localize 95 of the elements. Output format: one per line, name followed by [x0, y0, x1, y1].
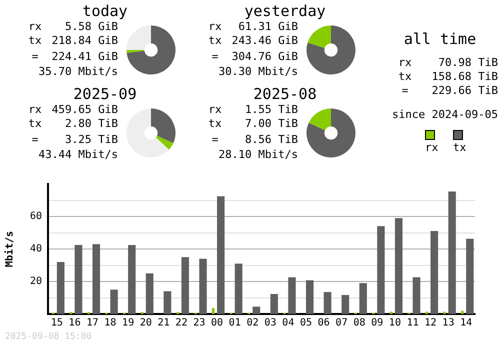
text: since 2024-09-05 — [392, 107, 498, 123]
chart-title: 2025-08 — [252, 85, 318, 103]
bar — [56, 262, 64, 314]
text: = — [30, 48, 40, 64]
legend-label: rx — [425, 140, 439, 154]
bar — [270, 294, 278, 314]
bar — [146, 273, 154, 314]
text: 5.58 GiB — [64, 20, 118, 34]
bar — [234, 264, 242, 314]
x-tick-label: 19 — [122, 318, 134, 329]
bar — [430, 230, 438, 314]
text: tx — [27, 117, 43, 131]
chart-title: yesterday — [243, 2, 327, 20]
bar — [74, 244, 82, 314]
x-tick-label: 05 — [300, 318, 312, 329]
text: 243.46 GiB — [230, 34, 298, 48]
bar — [212, 308, 215, 314]
text: rx — [27, 103, 43, 117]
x-tick-label: 14 — [460, 318, 472, 329]
text: rx — [207, 20, 223, 34]
text: 30.30 Mbit/s — [218, 65, 298, 79]
bar — [164, 291, 172, 314]
x-tick-label: 02 — [246, 318, 259, 329]
text: rx — [27, 20, 43, 34]
bar — [377, 226, 385, 314]
x-tick-label: 00 — [210, 318, 224, 329]
chart-title: 2025-09 — [72, 85, 138, 103]
x-tick-label: 13 — [442, 318, 454, 329]
text: 3.25 TiB — [64, 132, 118, 148]
x-tick-label: 15 — [50, 318, 63, 329]
bar — [466, 238, 474, 314]
bar — [412, 277, 420, 314]
bar — [92, 244, 100, 314]
x-tick-label: 11 — [406, 318, 419, 329]
text: = — [210, 48, 220, 64]
x-tick-label: 23 — [193, 318, 206, 329]
x-tick-label: 17 — [86, 318, 99, 329]
x-tick-label: 20 — [140, 318, 152, 329]
text: 218.84 GiB — [50, 34, 118, 48]
text: 158.68 TiB — [430, 70, 498, 84]
bar — [217, 196, 225, 314]
x-tick-label: 10 — [388, 318, 401, 329]
x-tick-label: 08 — [353, 318, 366, 329]
bar — [359, 283, 367, 314]
text: = — [30, 132, 40, 148]
bar — [394, 218, 402, 314]
x-tick-label: 06 — [318, 318, 330, 329]
text: 61.31 GiB — [237, 20, 298, 34]
y-tick-label: 40 — [30, 244, 42, 255]
text: 224.41 GiB — [50, 48, 118, 64]
bar — [448, 191, 456, 314]
bar — [288, 277, 296, 314]
x-tick-label: 22 — [175, 318, 188, 329]
x-tick-label: 07 — [336, 318, 348, 329]
bar — [110, 290, 118, 314]
legend-label: tx — [453, 140, 467, 154]
y-axis-title: Mbit/s — [4, 230, 16, 268]
bar — [324, 292, 332, 314]
text: 70.98 TiB — [437, 56, 498, 70]
y-tick-label: 20 — [30, 276, 42, 288]
bar — [252, 306, 260, 314]
x-tick-label: 01 — [228, 318, 241, 329]
text: 7.00 TiB — [244, 117, 298, 131]
text: 35.70 Mbit/s — [38, 65, 118, 79]
x-tick-label: 18 — [104, 318, 116, 329]
text: tx — [397, 70, 413, 84]
text: 229.66 TiB — [430, 84, 498, 98]
bar — [342, 294, 350, 314]
x-tick-label: 04 — [282, 318, 294, 329]
x-tick-label: 09 — [371, 318, 384, 329]
text: tx — [207, 117, 223, 131]
text: 304.76 GiB — [230, 48, 298, 64]
bar — [181, 257, 189, 314]
text: = — [400, 84, 410, 98]
x-tick-label: 16 — [68, 318, 81, 329]
text: tx — [27, 34, 43, 48]
text: rx — [207, 103, 223, 117]
bar — [128, 244, 136, 314]
text: 2.80 TiB — [64, 117, 118, 131]
y-tick-label: 60 — [30, 211, 42, 222]
x-tick-label: 03 — [264, 318, 276, 329]
text: tx — [207, 34, 223, 48]
text: 8.56 TiB — [244, 132, 298, 148]
chart-title: today — [81, 2, 129, 20]
bar — [306, 280, 314, 314]
text: 459.65 GiB — [50, 103, 118, 117]
text: 1.55 TiB — [244, 103, 298, 117]
text: = — [210, 132, 220, 148]
text: 28.10 Mbit/s — [218, 148, 298, 162]
text: rx — [397, 56, 413, 70]
text: all time — [402, 30, 478, 48]
x-tick-label: 12 — [424, 318, 437, 329]
bar — [199, 258, 207, 314]
text: 43.44 Mbit/s — [38, 148, 118, 162]
x-tick-label: 21 — [158, 318, 170, 329]
